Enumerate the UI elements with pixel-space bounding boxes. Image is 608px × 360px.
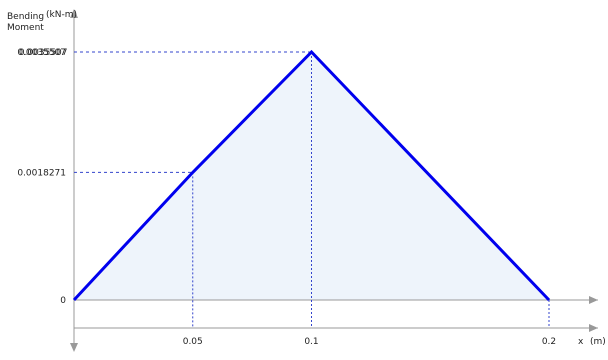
x-tick-label: 0.2: [542, 337, 556, 347]
y-axis-title-line1: Bending: [7, 12, 44, 22]
labels-layer: Bending Moment (kN-m) x (m) 0.05 0.1 0.2 0 0…: [7, 10, 606, 347]
y-axis-arrow-down: [70, 343, 78, 352]
y-tick-label: 0.0018271: [17, 168, 66, 178]
axes-layer: [70, 9, 598, 352]
y-tick-label: 0.0035507: [17, 48, 66, 58]
x-axis-unit: (m): [590, 337, 606, 347]
y-tick-label: 0: [60, 296, 66, 306]
x-axis-arrow: [589, 324, 598, 332]
x-axis-title: x: [578, 337, 584, 347]
x-tick-label: 0.05: [183, 337, 203, 347]
y-axis-arrow-up: [70, 9, 78, 18]
y-axis-title-line2: Moment: [7, 23, 44, 33]
series-line-layer: [72, 49, 551, 302]
y-tick-label: 0.0035507: [19, 48, 68, 58]
x-tick-label: 0.1: [304, 337, 318, 347]
baseline-arrow: [589, 296, 598, 304]
guide-lines-layer: [74, 51, 550, 328]
y-axis-unit: (kN-m): [46, 10, 77, 20]
bending-moment-line: [72, 49, 551, 302]
